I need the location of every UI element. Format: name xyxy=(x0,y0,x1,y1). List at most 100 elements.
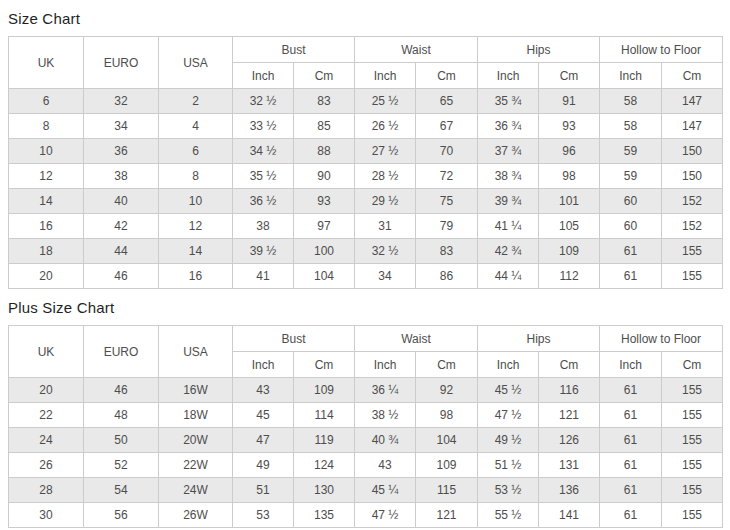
table-cell: 97 xyxy=(294,214,355,239)
unit-header-cm: Cm xyxy=(294,352,355,378)
header-row-groups: UKEUROUSABustWaistHipsHollow to Floor xyxy=(9,37,723,63)
table-cell: 150 xyxy=(662,164,723,189)
table-row: 285424W5113045 ¼11553 ½13661155 xyxy=(9,478,723,503)
table-cell: 38 xyxy=(84,164,159,189)
table-cell: 104 xyxy=(294,264,355,289)
table-cell: 92 xyxy=(416,378,478,403)
table-cell: 46 xyxy=(84,264,159,289)
table-cell: 104 xyxy=(416,428,478,453)
table-cell: 16W xyxy=(159,378,233,403)
table-cell: 42 ¾ xyxy=(478,239,539,264)
group-header-hollow-to-floor: Hollow to Floor xyxy=(600,37,723,63)
table-cell: 83 xyxy=(294,89,355,114)
table-cell: 147 xyxy=(662,114,723,139)
table-cell: 88 xyxy=(294,139,355,164)
table-cell: 27 ½ xyxy=(355,139,416,164)
table-row: 20461641104348644 ¼11261155 xyxy=(9,264,723,289)
table-cell: 130 xyxy=(294,478,355,503)
table-cell: 86 xyxy=(416,264,478,289)
table-cell: 152 xyxy=(662,214,723,239)
table-cell: 131 xyxy=(539,453,600,478)
table-cell: 61 xyxy=(600,478,662,503)
table-cell: 60 xyxy=(600,214,662,239)
unit-header-inch: Inch xyxy=(355,63,416,89)
table-cell: 52 xyxy=(84,453,159,478)
table-cell: 46 xyxy=(84,378,159,403)
table-row: 224818W4511438 ½9847 ½12161155 xyxy=(9,403,723,428)
table-cell: 109 xyxy=(416,453,478,478)
table-cell: 48 xyxy=(84,403,159,428)
table-body: 204616W4310936 ¼9245 ½11661155224818W451… xyxy=(9,378,723,528)
table-cell: 20 xyxy=(9,378,84,403)
table-cell: 44 ¼ xyxy=(478,264,539,289)
table-cell: 83 xyxy=(416,239,478,264)
table-header: UKEUROUSABustWaistHipsHollow to FloorInc… xyxy=(9,326,723,378)
table-body: 632232 ½8325 ½6535 ¾9158147834433 ½8526 … xyxy=(9,89,723,289)
table-cell: 90 xyxy=(294,164,355,189)
table-cell: 35 ½ xyxy=(233,164,294,189)
table-cell: 38 ½ xyxy=(355,403,416,428)
table-cell: 93 xyxy=(294,189,355,214)
table-cell: 109 xyxy=(539,239,600,264)
table-cell: 141 xyxy=(539,503,600,528)
table-cell: 42 xyxy=(84,214,159,239)
unit-header-cm: Cm xyxy=(662,352,723,378)
table-cell: 33 ½ xyxy=(233,114,294,139)
group-header-bust: Bust xyxy=(233,326,355,352)
table-cell: 22W xyxy=(159,453,233,478)
table-cell: 51 ½ xyxy=(478,453,539,478)
table-cell: 75 xyxy=(416,189,478,214)
table-cell: 53 ½ xyxy=(478,478,539,503)
unit-header-cm: Cm xyxy=(294,63,355,89)
column-header-usa: USA xyxy=(159,326,233,378)
unit-header-cm: Cm xyxy=(539,63,600,89)
table-cell: 49 ½ xyxy=(478,428,539,453)
group-header-hollow-to-floor: Hollow to Floor xyxy=(600,326,723,352)
table-cell: 45 ¼ xyxy=(355,478,416,503)
table-cell: 40 xyxy=(84,189,159,214)
table-cell: 155 xyxy=(662,428,723,453)
table-cell: 47 ½ xyxy=(478,403,539,428)
table-cell: 147 xyxy=(662,89,723,114)
table-cell: 24W xyxy=(159,478,233,503)
table-cell: 45 ½ xyxy=(478,378,539,403)
table-cell: 41 ¼ xyxy=(478,214,539,239)
unit-header-inch: Inch xyxy=(233,63,294,89)
table-cell: 36 ½ xyxy=(233,189,294,214)
table-cell: 116 xyxy=(539,378,600,403)
size-chart-table: UKEUROUSABustWaistHipsHollow to FloorInc… xyxy=(8,36,723,289)
table-row: 305626W5313547 ½12155 ½14161155 xyxy=(9,503,723,528)
unit-header-inch: Inch xyxy=(600,63,662,89)
table-cell: 54 xyxy=(84,478,159,503)
table-cell: 12 xyxy=(159,214,233,239)
table-cell: 2 xyxy=(159,89,233,114)
table-cell: 96 xyxy=(539,139,600,164)
column-header-euro: EURO xyxy=(84,37,159,89)
table-cell: 70 xyxy=(416,139,478,164)
group-header-bust: Bust xyxy=(233,37,355,63)
table-cell: 126 xyxy=(539,428,600,453)
table-cell: 79 xyxy=(416,214,478,239)
table-cell: 10 xyxy=(9,139,84,164)
table-cell: 53 xyxy=(233,503,294,528)
table-cell: 26W xyxy=(159,503,233,528)
group-header-hips: Hips xyxy=(478,326,600,352)
table-cell: 72 xyxy=(416,164,478,189)
table-cell: 98 xyxy=(539,164,600,189)
table-cell: 24 xyxy=(9,428,84,453)
table-row: 14401036 ½9329 ½7539 ¾10160152 xyxy=(9,189,723,214)
table-cell: 121 xyxy=(416,503,478,528)
unit-header-inch: Inch xyxy=(600,352,662,378)
table-cell: 56 xyxy=(84,503,159,528)
table-cell: 55 ½ xyxy=(478,503,539,528)
table-cell: 101 xyxy=(539,189,600,214)
column-header-usa: USA xyxy=(159,37,233,89)
table-cell: 150 xyxy=(662,139,723,164)
table-cell: 105 xyxy=(539,214,600,239)
plus-size-chart-title: Plus Size Chart xyxy=(8,299,722,316)
table-cell: 38 ¾ xyxy=(478,164,539,189)
table-cell: 155 xyxy=(662,264,723,289)
table-header: UKEUROUSABustWaistHipsHollow to FloorInc… xyxy=(9,37,723,89)
table-cell: 6 xyxy=(9,89,84,114)
column-header-euro: EURO xyxy=(84,326,159,378)
